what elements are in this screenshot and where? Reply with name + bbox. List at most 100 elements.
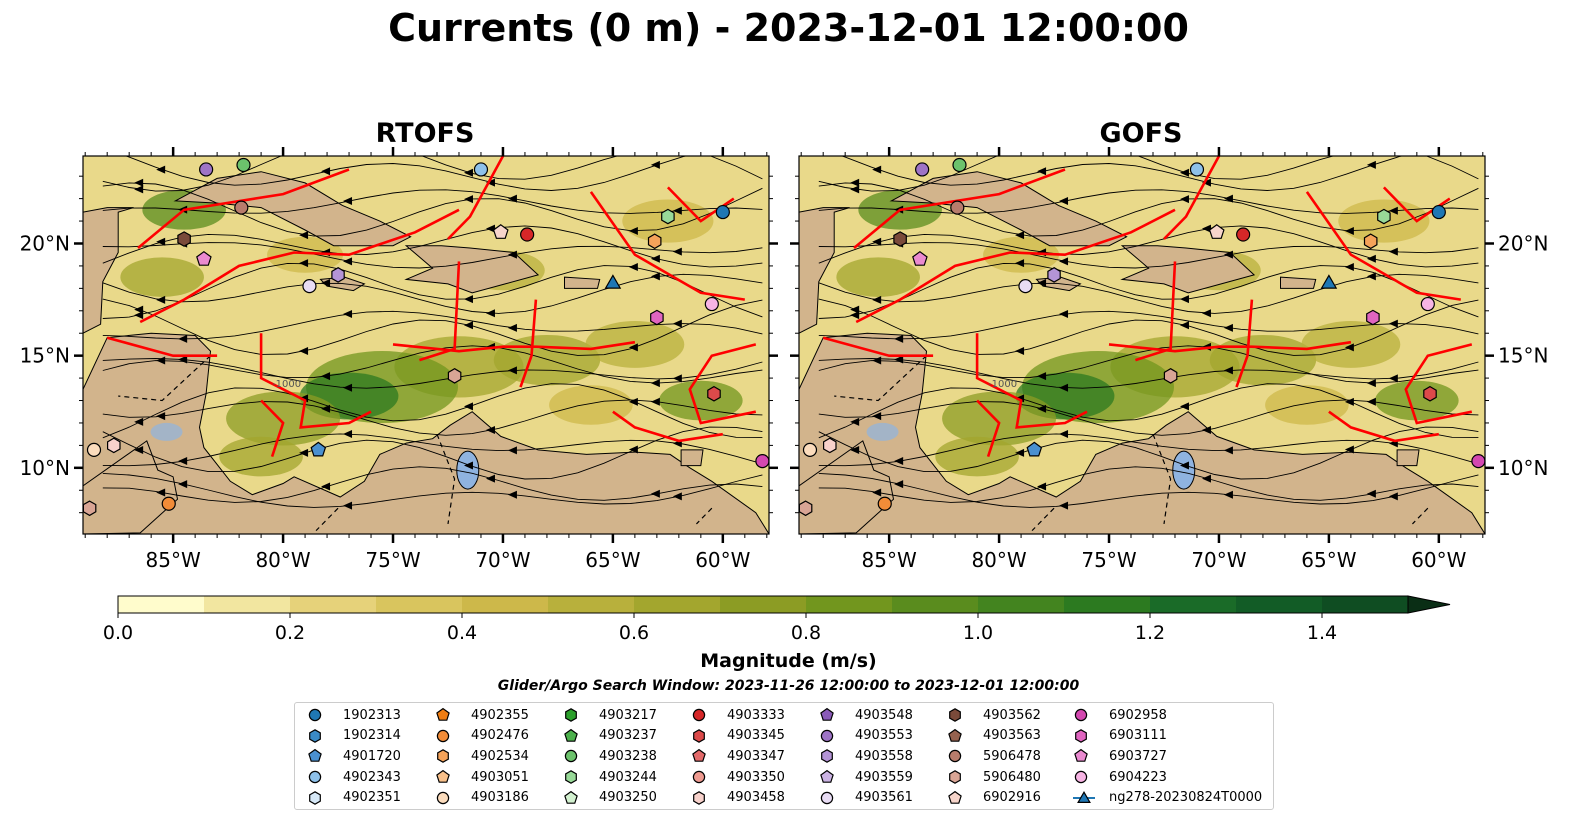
legend-label: 6902916 xyxy=(983,790,1041,806)
legend-label: 4903237 xyxy=(599,728,657,744)
float-marker xyxy=(234,200,249,215)
eez-boundary xyxy=(975,333,1088,429)
streamline-arrow xyxy=(343,383,353,392)
streamline-arrow xyxy=(463,321,473,330)
legend-label: 4903562 xyxy=(983,707,1041,723)
float-marker xyxy=(950,200,965,215)
streamline-arrow xyxy=(1201,426,1211,435)
streamline-arrow xyxy=(1179,461,1189,470)
float-marker xyxy=(310,441,327,457)
lake-maracaibo xyxy=(456,450,480,490)
streamline-arrow xyxy=(463,295,473,304)
legend-label: 6902958 xyxy=(1109,707,1167,723)
hexagon-marker-icon xyxy=(949,770,961,784)
legend-item: 5906480 xyxy=(947,767,1041,788)
legend-label: 4903238 xyxy=(599,748,657,764)
float-marker xyxy=(893,231,907,247)
legend-item: 1902313 xyxy=(307,705,401,726)
cuba-landmass xyxy=(889,171,1128,247)
streamlines xyxy=(102,156,763,510)
float-marker xyxy=(1047,267,1061,283)
y-tick-label: 10°N xyxy=(1498,456,1548,480)
streamline-arrow xyxy=(1344,263,1354,272)
streamline-arrow xyxy=(1201,224,1211,233)
legend-item: 6902916 xyxy=(947,787,1041,808)
legend-item: ng278-20230824T0000 xyxy=(1073,787,1262,808)
eez-boundary xyxy=(260,399,285,458)
current-speed-patch xyxy=(935,436,1019,477)
streamline-arrow xyxy=(485,178,495,187)
legend-column: 4903217 4903237 4903238 4903244 4903250 xyxy=(563,705,657,808)
eez-boundary xyxy=(612,410,723,443)
eez-boundary xyxy=(688,343,757,425)
eez-boundary xyxy=(419,261,461,362)
float-marker xyxy=(86,442,102,457)
map-panel-rtofs: -1000 xyxy=(83,156,769,534)
streamline-arrow xyxy=(485,474,495,483)
streamline-arrow xyxy=(1201,474,1211,483)
legend-label: 4903345 xyxy=(727,728,785,744)
streamline-arrow xyxy=(1037,279,1047,288)
legend-item: 4903561 xyxy=(819,787,913,808)
streamline-arrow xyxy=(485,426,495,435)
streamline-arrow xyxy=(134,305,144,314)
streamline-arrow xyxy=(1366,489,1376,498)
colorbar-bin xyxy=(1236,596,1323,613)
streamline-arrow xyxy=(1223,490,1233,499)
current-speed-patch xyxy=(120,257,204,297)
streamline-arrow xyxy=(628,226,638,235)
streamline-arrow xyxy=(650,379,660,388)
streamline xyxy=(818,466,1479,503)
colorbar-extend-arrow xyxy=(1407,595,1451,614)
hexagon-marker-icon xyxy=(565,770,577,784)
streamline-arrow xyxy=(850,311,860,320)
isobath-label: -1000 xyxy=(272,379,301,390)
legend-label: 6904223 xyxy=(1109,769,1167,785)
streamline-arrow xyxy=(1059,197,1069,206)
streamline xyxy=(102,310,763,340)
streamline-arrow xyxy=(1037,372,1047,381)
map-frame xyxy=(798,155,1486,535)
streamline xyxy=(818,426,1479,480)
central-south-america-landmass xyxy=(83,332,769,534)
streamline-arrow xyxy=(672,374,682,383)
streamline-arrow xyxy=(1344,226,1354,235)
streamline-arrow xyxy=(850,178,860,187)
float-marker xyxy=(1018,279,1033,294)
streamline-arrow xyxy=(872,295,882,304)
country-border xyxy=(118,355,211,402)
triangle-line-marker-icon xyxy=(1073,790,1095,803)
float-marker xyxy=(1363,233,1378,250)
streamline-arrow xyxy=(1179,195,1189,204)
y-tick-label: 15°N xyxy=(20,344,70,368)
legend-label: 4903350 xyxy=(727,769,785,785)
streamline-arrow xyxy=(343,501,353,510)
country-border xyxy=(436,433,456,524)
legend: 1902313 1902314 4901720 4902343 4902351 49023… xyxy=(294,702,1274,810)
circle-marker-icon xyxy=(820,791,834,804)
circle-marker-icon xyxy=(308,770,322,784)
streamline xyxy=(102,298,763,356)
eez-boundary xyxy=(822,336,934,358)
circle-marker-icon xyxy=(1074,709,1088,722)
colorbar-tick-label: 0.8 xyxy=(791,622,821,644)
float-marker xyxy=(492,224,509,239)
streamline-arrow xyxy=(321,167,331,176)
streamline xyxy=(102,189,763,214)
country-border xyxy=(1412,507,1429,525)
streamline-arrow xyxy=(343,310,353,319)
streamline xyxy=(818,433,1479,467)
streamline-arrow xyxy=(1344,397,1354,406)
puerto-rico-landmass xyxy=(1280,276,1317,289)
central-south-america-landmass xyxy=(799,332,1485,534)
hexagon-marker-icon xyxy=(949,708,961,723)
streamline-arrow xyxy=(1179,295,1189,304)
streamline-arrow xyxy=(343,197,353,206)
eez-boundary xyxy=(1235,299,1254,388)
legend-label: 5906478 xyxy=(983,748,1041,764)
float-marker xyxy=(106,437,121,454)
colorbar-tick-label: 0.6 xyxy=(619,622,649,644)
current-speed-patch xyxy=(942,391,1057,446)
streamline xyxy=(102,466,763,503)
streamline-arrow xyxy=(1179,321,1189,330)
